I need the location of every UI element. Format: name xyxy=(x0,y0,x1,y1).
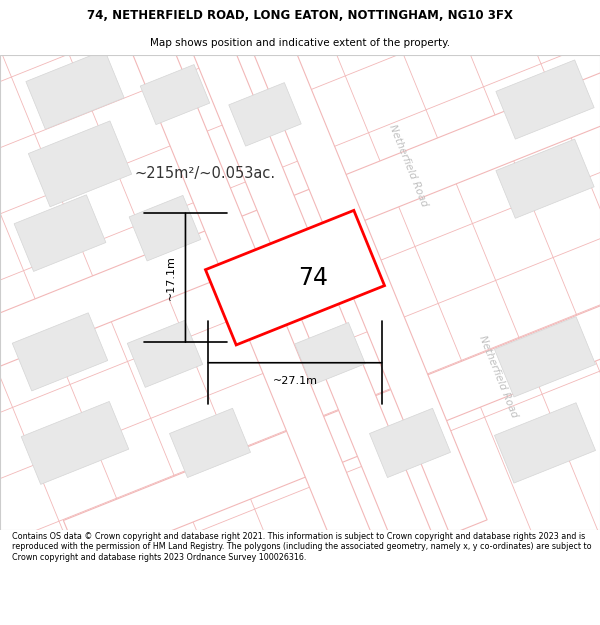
Polygon shape xyxy=(229,82,301,146)
Polygon shape xyxy=(494,317,596,397)
Polygon shape xyxy=(113,0,487,625)
Text: Netherfield Road: Netherfield Road xyxy=(387,123,429,208)
Polygon shape xyxy=(113,0,487,625)
Polygon shape xyxy=(21,401,129,484)
Polygon shape xyxy=(494,402,596,483)
Text: ~215m²/~0.053ac.: ~215m²/~0.053ac. xyxy=(134,166,275,181)
Polygon shape xyxy=(129,196,201,261)
Polygon shape xyxy=(496,60,594,139)
Text: ~17.1m: ~17.1m xyxy=(166,255,175,300)
Text: 74: 74 xyxy=(298,266,328,289)
Polygon shape xyxy=(370,408,451,478)
Polygon shape xyxy=(0,0,600,373)
Polygon shape xyxy=(113,0,487,534)
Polygon shape xyxy=(140,64,210,124)
Polygon shape xyxy=(28,121,131,207)
Polygon shape xyxy=(14,195,106,271)
Polygon shape xyxy=(12,313,108,391)
Polygon shape xyxy=(205,211,385,345)
Text: Map shows position and indicative extent of the property.: Map shows position and indicative extent… xyxy=(150,38,450,48)
Polygon shape xyxy=(64,187,600,566)
Polygon shape xyxy=(26,50,124,129)
Polygon shape xyxy=(295,322,365,385)
Polygon shape xyxy=(127,321,203,388)
Text: 74, NETHERFIELD ROAD, LONG EATON, NOTTINGHAM, NG10 3FX: 74, NETHERFIELD ROAD, LONG EATON, NOTTIN… xyxy=(87,9,513,22)
Polygon shape xyxy=(169,408,251,478)
Text: Netherfield Road: Netherfield Road xyxy=(477,334,519,419)
Text: ~27.1m: ~27.1m xyxy=(272,376,317,386)
Polygon shape xyxy=(496,139,594,218)
Text: Contains OS data © Crown copyright and database right 2021. This information is : Contains OS data © Crown copyright and d… xyxy=(12,532,592,562)
